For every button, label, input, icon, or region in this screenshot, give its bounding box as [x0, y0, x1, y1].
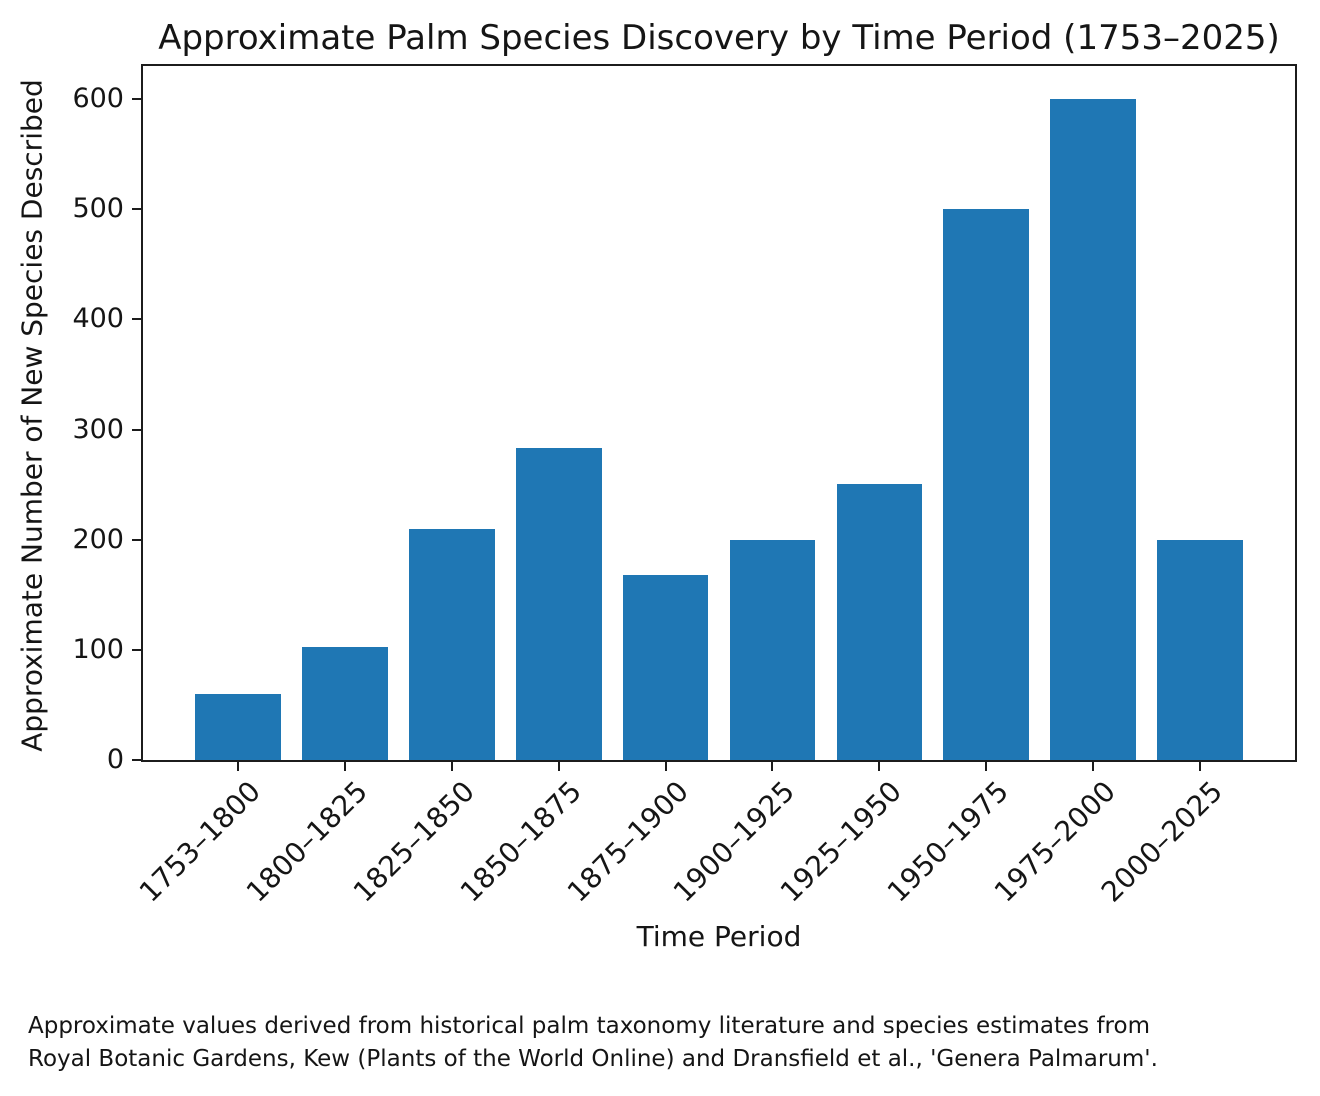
bar-1825–1850: [409, 528, 495, 760]
y-tick-mark-0: [132, 759, 141, 761]
x-axis-label: Time Period: [636, 920, 802, 953]
bar-1975–2000: [1050, 99, 1136, 760]
bar-1875–1900: [622, 574, 709, 760]
y-axis-label: Approximate Number of New Species Descri…: [15, 79, 49, 752]
y-tick-label-0: 0: [106, 744, 124, 775]
y-tick-label-200: 200: [72, 523, 124, 555]
y-tick-label-400: 400: [72, 303, 124, 335]
x-tick-mark-1850–1875: [557, 762, 560, 771]
x-tick-mark-1900–1925: [771, 762, 774, 771]
x-tick-mark-1825–1850: [450, 762, 453, 771]
footnote-line-2: Royal Botanic Gardens, Kew (Plants of th…: [28, 1046, 1158, 1072]
y-tick-label-100: 100: [72, 633, 124, 665]
y-tick-mark-100: [132, 648, 141, 651]
bar-1850–1875: [516, 448, 602, 760]
y-tick-mark-600: [132, 98, 141, 100]
chart-title: Approximate Palm Species Discovery by Ti…: [158, 18, 1280, 58]
x-tick-mark-1950–1975: [985, 762, 988, 771]
bar-1925–1950: [836, 483, 923, 760]
y-tick-label-600: 600: [72, 83, 124, 114]
x-tick-mark-1800–1825: [344, 762, 346, 771]
bar-1753–1800: [195, 693, 281, 760]
footnote: Approximate values derived from historic…: [28, 1010, 1308, 1076]
bar-1800–1825: [302, 646, 388, 760]
footnote-line-1: Approximate values derived from historic…: [28, 1013, 1150, 1039]
x-tick-mark-1875–1900: [664, 762, 667, 771]
y-tick-mark-300: [132, 428, 141, 431]
x-tick-mark-2000–2025: [1198, 762, 1201, 771]
x-tick-mark-1925–1950: [878, 762, 881, 771]
y-tick-label-300: 300: [72, 413, 124, 445]
bar-2000–2025: [1157, 539, 1243, 760]
x-tick-mark-1753–1800: [237, 762, 240, 771]
x-tick-mark-1975–2000: [1092, 762, 1094, 771]
y-tick-mark-400: [132, 318, 141, 321]
y-tick-label-500: 500: [72, 193, 124, 225]
bar-1900–1925: [729, 539, 816, 760]
y-tick-mark-500: [132, 208, 141, 211]
y-tick-mark-200: [132, 538, 141, 541]
bar-1950–1975: [943, 209, 1029, 760]
